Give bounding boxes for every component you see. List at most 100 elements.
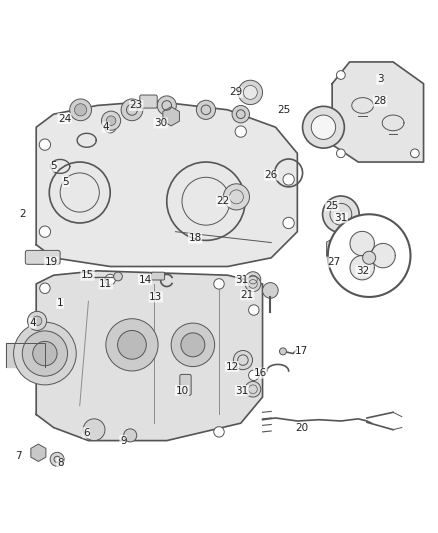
Circle shape <box>322 196 359 232</box>
Text: 19: 19 <box>45 257 58 267</box>
Circle shape <box>106 116 116 125</box>
Circle shape <box>157 96 177 115</box>
FancyBboxPatch shape <box>25 251 60 264</box>
Text: 25: 25 <box>278 105 291 115</box>
Circle shape <box>114 272 122 281</box>
Circle shape <box>311 115 336 140</box>
Text: 26: 26 <box>265 170 278 180</box>
Text: 29: 29 <box>229 87 242 98</box>
Circle shape <box>28 311 47 330</box>
Circle shape <box>22 331 67 376</box>
Circle shape <box>70 99 92 120</box>
Circle shape <box>102 111 120 130</box>
Circle shape <box>244 85 257 99</box>
Text: 6: 6 <box>83 428 89 438</box>
FancyBboxPatch shape <box>152 272 165 280</box>
Polygon shape <box>332 62 424 162</box>
Circle shape <box>262 282 278 298</box>
Circle shape <box>83 419 105 441</box>
Circle shape <box>121 99 143 120</box>
Circle shape <box>249 370 259 381</box>
Text: 18: 18 <box>188 233 201 243</box>
Text: 24: 24 <box>58 114 71 124</box>
Polygon shape <box>350 255 374 280</box>
Circle shape <box>233 351 253 370</box>
Text: 25: 25 <box>325 200 339 211</box>
Text: 14: 14 <box>138 274 152 285</box>
Text: 10: 10 <box>176 385 189 395</box>
Text: 32: 32 <box>356 266 369 276</box>
Circle shape <box>39 226 50 237</box>
Circle shape <box>14 322 76 385</box>
Text: 5: 5 <box>63 176 69 187</box>
Text: 31: 31 <box>236 385 249 395</box>
Circle shape <box>39 139 50 150</box>
Text: 5: 5 <box>50 161 57 172</box>
Text: 15: 15 <box>81 270 94 280</box>
Circle shape <box>40 283 50 294</box>
Circle shape <box>105 274 116 285</box>
Text: 31: 31 <box>334 213 347 223</box>
Text: 22: 22 <box>217 196 230 206</box>
Circle shape <box>245 382 261 397</box>
Circle shape <box>74 104 87 116</box>
Circle shape <box>303 107 344 148</box>
FancyBboxPatch shape <box>140 95 157 108</box>
Circle shape <box>117 330 146 359</box>
Circle shape <box>238 80 262 104</box>
Circle shape <box>232 106 250 123</box>
Text: 31: 31 <box>236 276 249 286</box>
Text: 7: 7 <box>15 451 22 461</box>
Text: 13: 13 <box>149 292 162 302</box>
Text: 16: 16 <box>254 368 267 378</box>
Text: 27: 27 <box>328 257 341 267</box>
Circle shape <box>171 323 215 367</box>
Text: 17: 17 <box>295 346 308 357</box>
Circle shape <box>105 122 116 133</box>
Circle shape <box>196 100 215 119</box>
Circle shape <box>336 149 345 158</box>
Circle shape <box>33 341 57 366</box>
Text: 4: 4 <box>102 122 109 132</box>
Bar <box>6 343 45 367</box>
Circle shape <box>410 149 419 158</box>
Circle shape <box>235 126 247 137</box>
Text: 1: 1 <box>57 298 64 309</box>
Circle shape <box>363 251 376 264</box>
Circle shape <box>50 453 64 466</box>
Circle shape <box>245 272 261 287</box>
Text: 28: 28 <box>374 96 387 106</box>
Polygon shape <box>350 231 374 256</box>
Text: 9: 9 <box>120 435 127 446</box>
Circle shape <box>214 279 224 289</box>
Polygon shape <box>371 244 395 268</box>
Text: 4: 4 <box>29 318 36 328</box>
Text: 23: 23 <box>130 100 143 110</box>
Circle shape <box>92 426 102 437</box>
Polygon shape <box>36 271 262 441</box>
Text: 21: 21 <box>240 290 254 300</box>
Circle shape <box>283 174 294 185</box>
Circle shape <box>124 429 137 442</box>
Circle shape <box>245 276 261 292</box>
Text: 30: 30 <box>154 118 167 128</box>
Circle shape <box>214 426 224 437</box>
Circle shape <box>249 305 259 315</box>
Circle shape <box>106 319 158 371</box>
FancyBboxPatch shape <box>180 375 191 395</box>
Text: 12: 12 <box>226 361 239 372</box>
Text: 8: 8 <box>57 458 64 468</box>
Text: 3: 3 <box>377 75 383 84</box>
Circle shape <box>283 217 294 229</box>
Circle shape <box>32 316 42 326</box>
Text: 11: 11 <box>99 279 113 289</box>
Text: 20: 20 <box>295 423 308 433</box>
Circle shape <box>279 348 286 355</box>
Text: 2: 2 <box>19 209 25 219</box>
Circle shape <box>223 184 250 210</box>
Circle shape <box>328 214 410 297</box>
Circle shape <box>332 242 346 256</box>
Circle shape <box>181 333 205 357</box>
Polygon shape <box>36 101 297 266</box>
Circle shape <box>336 71 345 79</box>
